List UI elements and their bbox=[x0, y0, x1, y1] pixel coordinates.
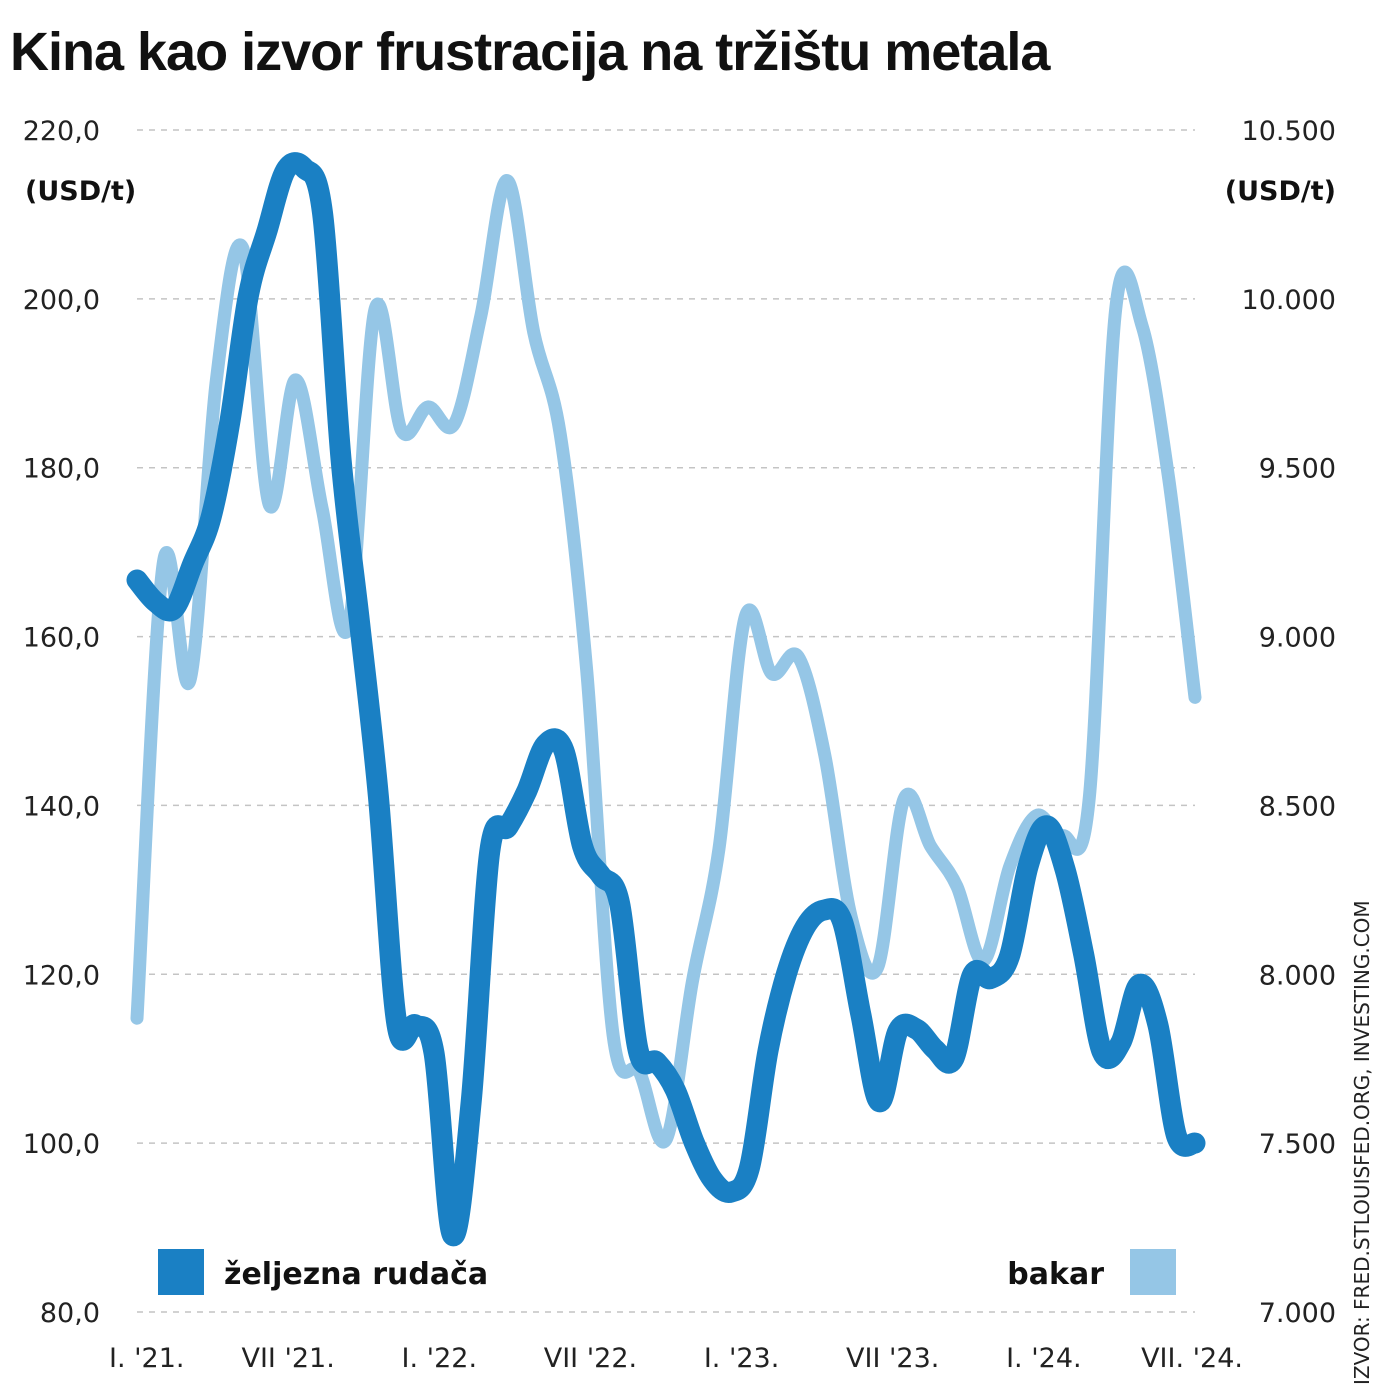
x-tick-label: I. '24. bbox=[1006, 1343, 1082, 1374]
right-tick-label: 10.500 bbox=[1242, 116, 1336, 147]
left-tick-label: 80,0 bbox=[40, 1298, 100, 1329]
right-tick-label: 9.500 bbox=[1259, 454, 1336, 485]
left-tick-label: 140,0 bbox=[23, 791, 100, 822]
right-tick-label: 7.000 bbox=[1259, 1298, 1336, 1329]
x-tick-label: I. '22. bbox=[402, 1343, 478, 1374]
left-tick-label: 220,0 bbox=[23, 116, 100, 147]
series-line-zeljezna-rudaca bbox=[126, 152, 1206, 1247]
series-line-bakar bbox=[130, 174, 1202, 1149]
left-axis: 80,0 100,0 120,0 140,0 160,0 180,0 200,0 220,0 bbox=[23, 116, 100, 1329]
right-tick-label: 10.000 bbox=[1242, 285, 1336, 316]
legend-swatch-zeljezna-rudaca bbox=[158, 1249, 204, 1295]
source-note: IZVOR: FRED.STLOUISFED.ORG, INVESTING.CO… bbox=[1350, 900, 1374, 1385]
x-tick-label: VII '21. bbox=[241, 1343, 334, 1374]
right-axis: 7.000 7.500 8.000 8.500 9.000 9.500 10.000 10.5… bbox=[1242, 116, 1336, 1329]
right-tick-label: 8.000 bbox=[1259, 960, 1336, 991]
left-tick-label: 200,0 bbox=[23, 285, 100, 316]
legend-label-zeljezna-rudaca: željezna rudača bbox=[224, 1257, 488, 1292]
left-axis-unit: (USD/t) bbox=[25, 176, 136, 207]
right-axis-unit: (USD/t) bbox=[1225, 176, 1336, 207]
chart-title: Kina kao izvor frustracija na tržištu me… bbox=[10, 22, 1051, 82]
legend-label-bakar: bakar bbox=[1007, 1257, 1104, 1292]
x-tick-label: I. '21. bbox=[109, 1343, 185, 1374]
right-tick-label: 9.000 bbox=[1259, 623, 1336, 654]
left-tick-label: 120,0 bbox=[23, 960, 100, 991]
x-tick-label: VII. '24. bbox=[1141, 1343, 1243, 1374]
x-axis: I. '21. VII '21. I. '22. VII '22. I. '23. VII… bbox=[109, 1343, 1243, 1374]
left-tick-label: 100,0 bbox=[23, 1129, 100, 1160]
left-tick-label: 160,0 bbox=[23, 623, 100, 654]
x-tick-label: VII '22. bbox=[544, 1343, 637, 1374]
legend-swatch-bakar bbox=[1130, 1249, 1176, 1295]
x-tick-label: I. '23. bbox=[704, 1343, 780, 1374]
left-tick-label: 180,0 bbox=[23, 454, 100, 485]
right-tick-label: 8.500 bbox=[1259, 791, 1336, 822]
x-tick-label: VII '23. bbox=[846, 1343, 939, 1374]
right-tick-label: 7.500 bbox=[1259, 1129, 1336, 1160]
